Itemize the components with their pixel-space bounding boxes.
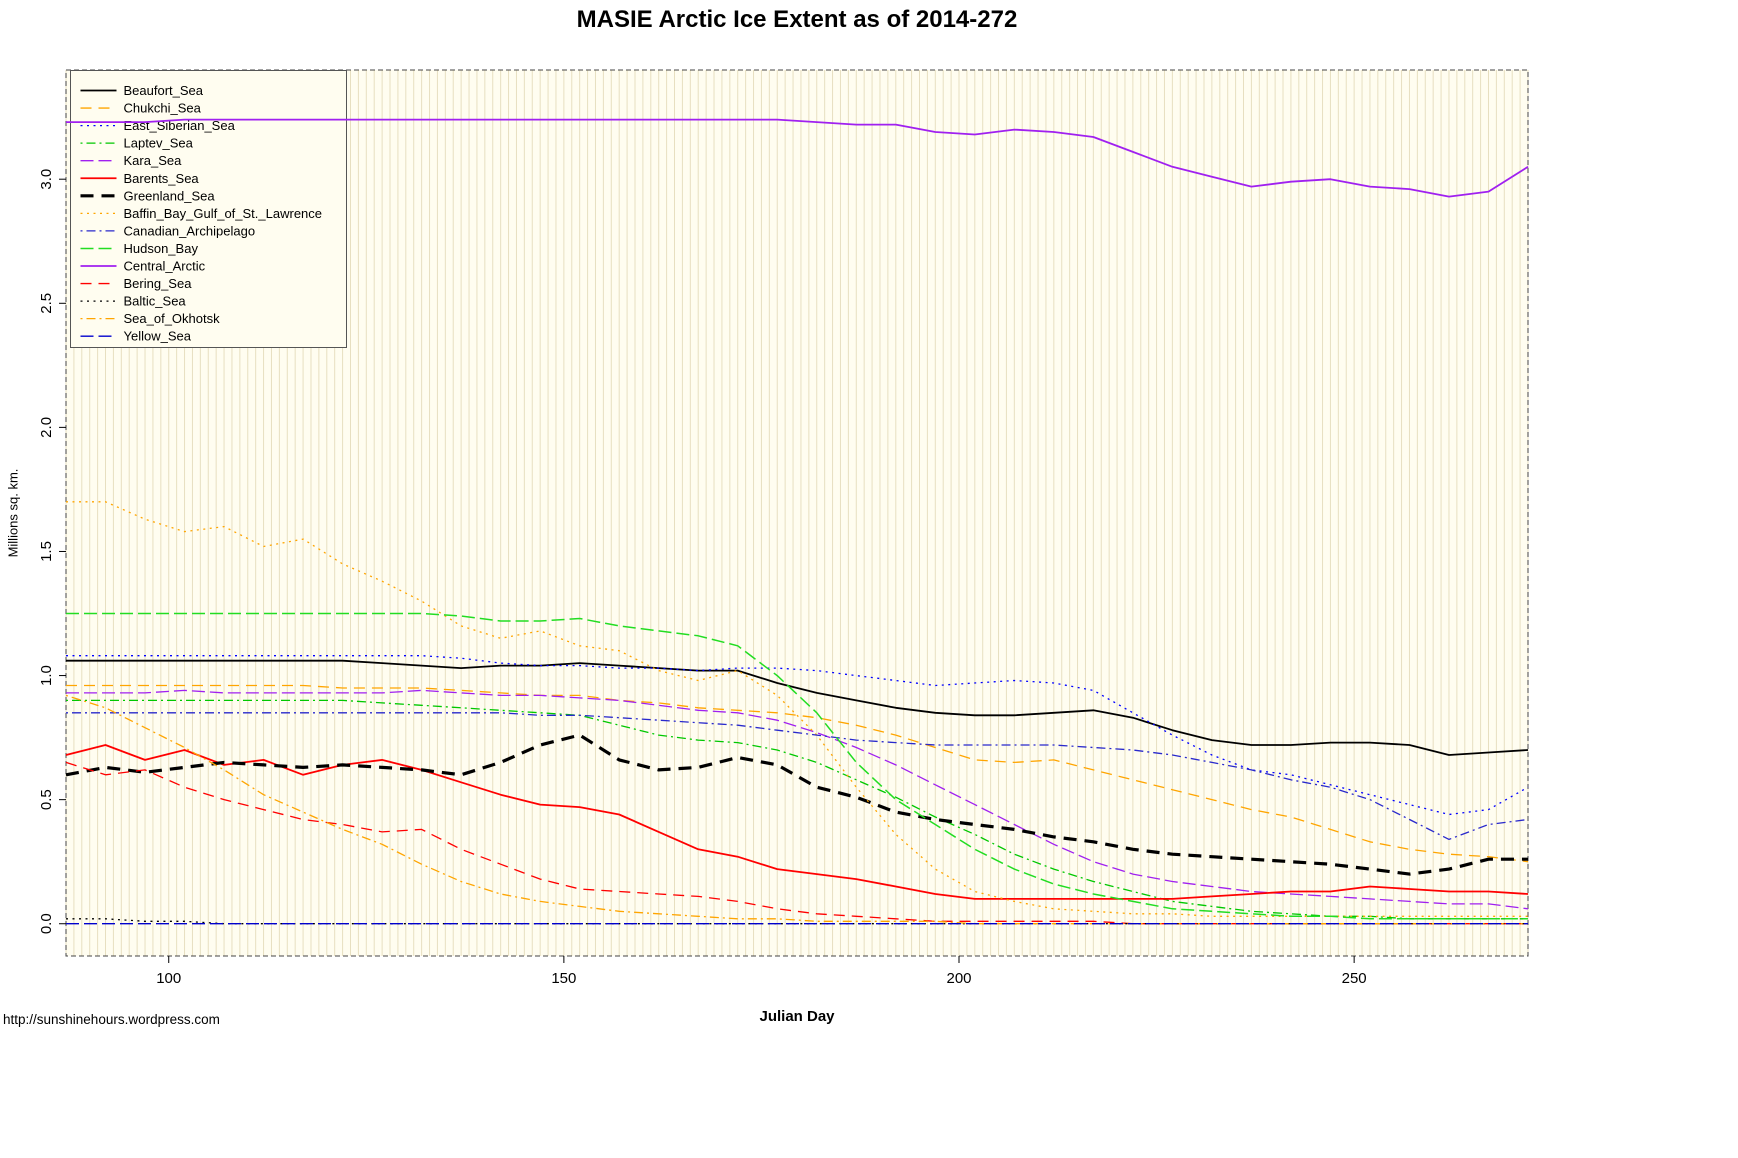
- plot-border: [65, 69, 1529, 957]
- x-tick-label: 150: [551, 970, 576, 987]
- legend-label-Sea_of_Okhotsk: Sea_of_Okhotsk: [124, 311, 221, 326]
- y-tick-label: 2.5: [38, 293, 55, 314]
- chart-title: MASIE Arctic Ice Extent as of 2014-272: [576, 6, 1018, 33]
- legend-label-Laptev_Sea: Laptev_Sea: [124, 136, 194, 151]
- legend-label-Central_Arctic: Central_Arctic: [124, 259, 206, 274]
- x-tick-label: 200: [946, 970, 971, 987]
- legend-label-Beaufort_Sea: Beaufort_Sea: [124, 83, 204, 98]
- y-tick-label: 0.5: [38, 789, 55, 810]
- y-tick-label: 1.5: [38, 541, 55, 562]
- y-tick-label: 1.0: [38, 665, 55, 686]
- x-tick-label: 100: [156, 970, 181, 987]
- series-Barents_Sea: [65, 744, 1529, 900]
- legend-label-Canadian_Archipelago: Canadian_Archipelago: [124, 223, 256, 238]
- legend-label-Barents_Sea: Barents_Sea: [124, 171, 200, 186]
- legend-label-Kara_Sea: Kara_Sea: [124, 153, 183, 168]
- x-axis-label: Julian Day: [759, 1008, 835, 1025]
- series-Laptev_Sea: [66, 699, 1528, 920]
- series-Kara_Sea: [66, 689, 1529, 910]
- legend-label-Greenland_Sea: Greenland_Sea: [124, 188, 216, 203]
- legend-label-Hudson_Bay: Hudson_Bay: [124, 241, 199, 256]
- series-Canadian_Archipelago: [66, 712, 1529, 841]
- series-Beaufort_Sea: [66, 659, 1529, 756]
- legend-label-Chukchi_Sea: Chukchi_Sea: [124, 101, 202, 116]
- y-tick-label: 3.0: [38, 169, 55, 190]
- series-Central_Arctic: [66, 118, 1529, 198]
- source-url: http://sunshinehours.wordpress.com: [3, 1012, 220, 1027]
- series-Hudson_Bay: [66, 612, 1528, 920]
- legend-label-Baffin_Bay_Gulf_of_St._Lawrence: Baffin_Bay_Gulf_of_St._Lawrence: [124, 206, 323, 221]
- legend-box: [70, 70, 347, 348]
- series-Baffin_Bay_Gulf_of_St._Lawrence: [66, 501, 1528, 917]
- legend-label-Bering_Sea: Bering_Sea: [124, 276, 193, 291]
- y-tick-label: 0.0: [38, 913, 55, 934]
- y-tick-label: 2.0: [38, 417, 55, 438]
- x-tick-label: 250: [1342, 970, 1367, 987]
- legend-label-Baltic_Sea: Baltic_Sea: [124, 294, 187, 309]
- series-Greenland_Sea: [65, 733, 1528, 876]
- series-Chukchi_Sea: [66, 684, 1529, 863]
- legend: Beaufort_SeaChukchi_SeaEast_Siberian_Sea…: [70, 70, 347, 348]
- y-axis-label: Millions sq. km.: [5, 468, 21, 558]
- legend-label-Yellow_Sea: Yellow_Sea: [124, 329, 192, 344]
